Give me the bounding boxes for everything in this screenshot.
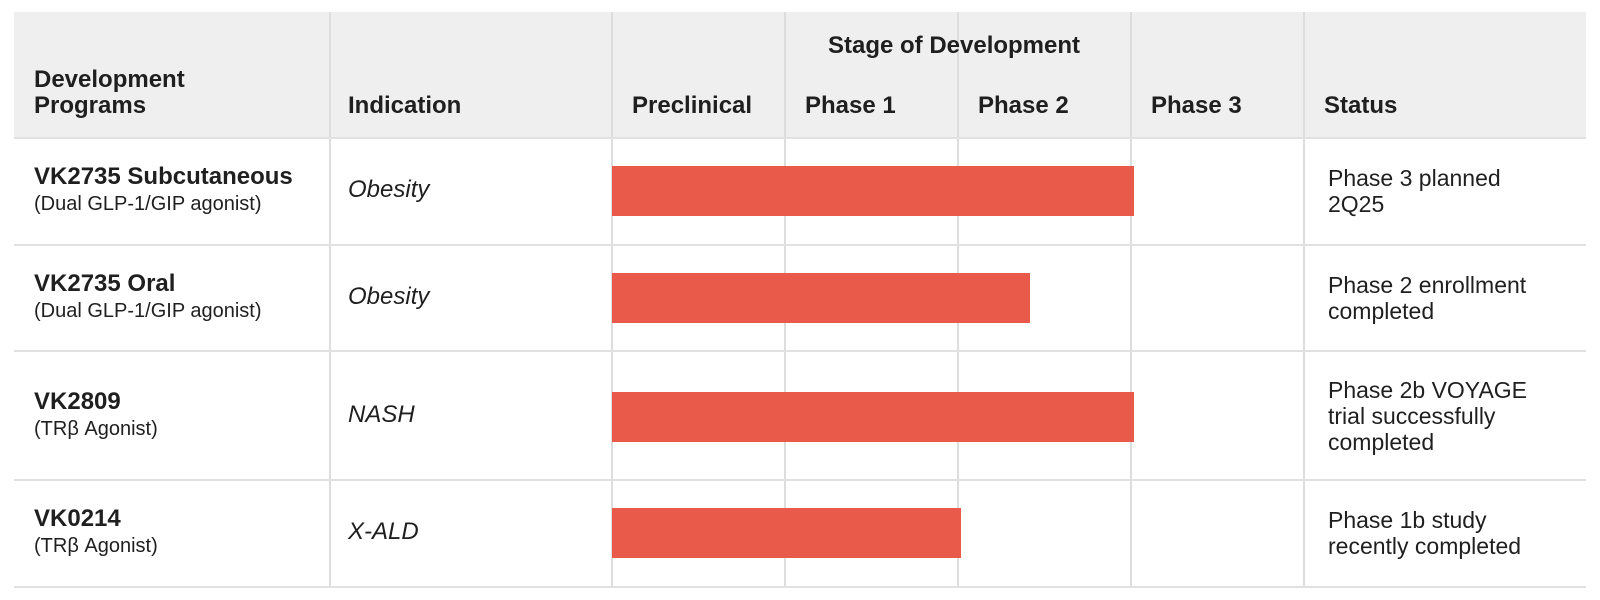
header-indication: Indication <box>348 92 462 119</box>
indication-label: NASH <box>348 401 415 428</box>
header-status: Status <box>1324 92 1398 119</box>
status-text: Phase 1b study recently completed <box>1328 507 1522 559</box>
program-class: (Dual GLP-1/GIP agonist) <box>34 193 262 215</box>
indication-label: X-ALD <box>348 518 419 545</box>
program-name: VK2735 Subcutaneous <box>34 163 293 190</box>
status-text: Phase 2 enrollment completed <box>1328 272 1527 324</box>
header-background <box>14 12 1586 138</box>
status-text: Phase 2b VOYAGE trial successfully compl… <box>1328 377 1528 455</box>
table-row: VK2735 Oral (Dual GLP-1/GIP agonist) Obe… <box>14 245 1586 350</box>
grid-line-phase2-phase3 <box>1130 12 1132 588</box>
header-stage-of-development: Stage of Development <box>827 32 1081 59</box>
table-row: VK0214 (TRβ Agonist) X-ALD Phase 1b stud… <box>14 480 1586 586</box>
program-name: VK2809 <box>34 388 121 415</box>
indication-label: Obesity <box>348 283 430 310</box>
table-row: VK2809 (TRβ Agonist) NASH Phase 2b VOYAG… <box>14 351 1586 479</box>
indication-label: Obesity <box>348 176 430 203</box>
program-class: (TRβ Agonist) <box>34 418 158 440</box>
header-programs: Development Programs <box>34 66 185 119</box>
program-cell: VK2809 (TRβ Agonist) <box>34 388 334 442</box>
program-name: VK2735 Oral <box>34 270 176 297</box>
program-cell: VK2735 Oral (Dual GLP-1/GIP agonist) <box>34 270 334 324</box>
row-divider <box>14 350 1586 352</box>
grid-line-programs-indication <box>329 12 331 588</box>
header-bottom-rule <box>14 137 1586 139</box>
progress-bar <box>612 273 1030 323</box>
status-text: Phase 3 planned 2Q25 <box>1328 165 1501 217</box>
program-class: (Dual GLP-1/GIP agonist) <box>34 300 262 322</box>
table-row: VK2735 Subcutaneous (Dual GLP-1/GIP agon… <box>14 138 1586 244</box>
table-bottom-rule <box>14 586 1586 588</box>
grid-line-phase3-status <box>1303 12 1305 588</box>
header-phase-1: Phase 1 <box>805 92 896 119</box>
row-divider <box>14 479 1586 481</box>
program-name: VK0214 <box>34 505 121 532</box>
row-divider <box>14 244 1586 246</box>
program-cell: VK2735 Subcutaneous (Dual GLP-1/GIP agon… <box>34 163 334 217</box>
program-cell: VK0214 (TRβ Agonist) <box>34 505 334 559</box>
program-class: (TRβ Agonist) <box>34 535 158 557</box>
header-phase-3: Phase 3 <box>1151 92 1242 119</box>
header-phase-2: Phase 2 <box>978 92 1069 119</box>
progress-bar <box>612 392 1134 442</box>
progress-bar <box>612 508 961 558</box>
header-preclinical: Preclinical <box>632 92 753 119</box>
progress-bar <box>612 166 1134 216</box>
